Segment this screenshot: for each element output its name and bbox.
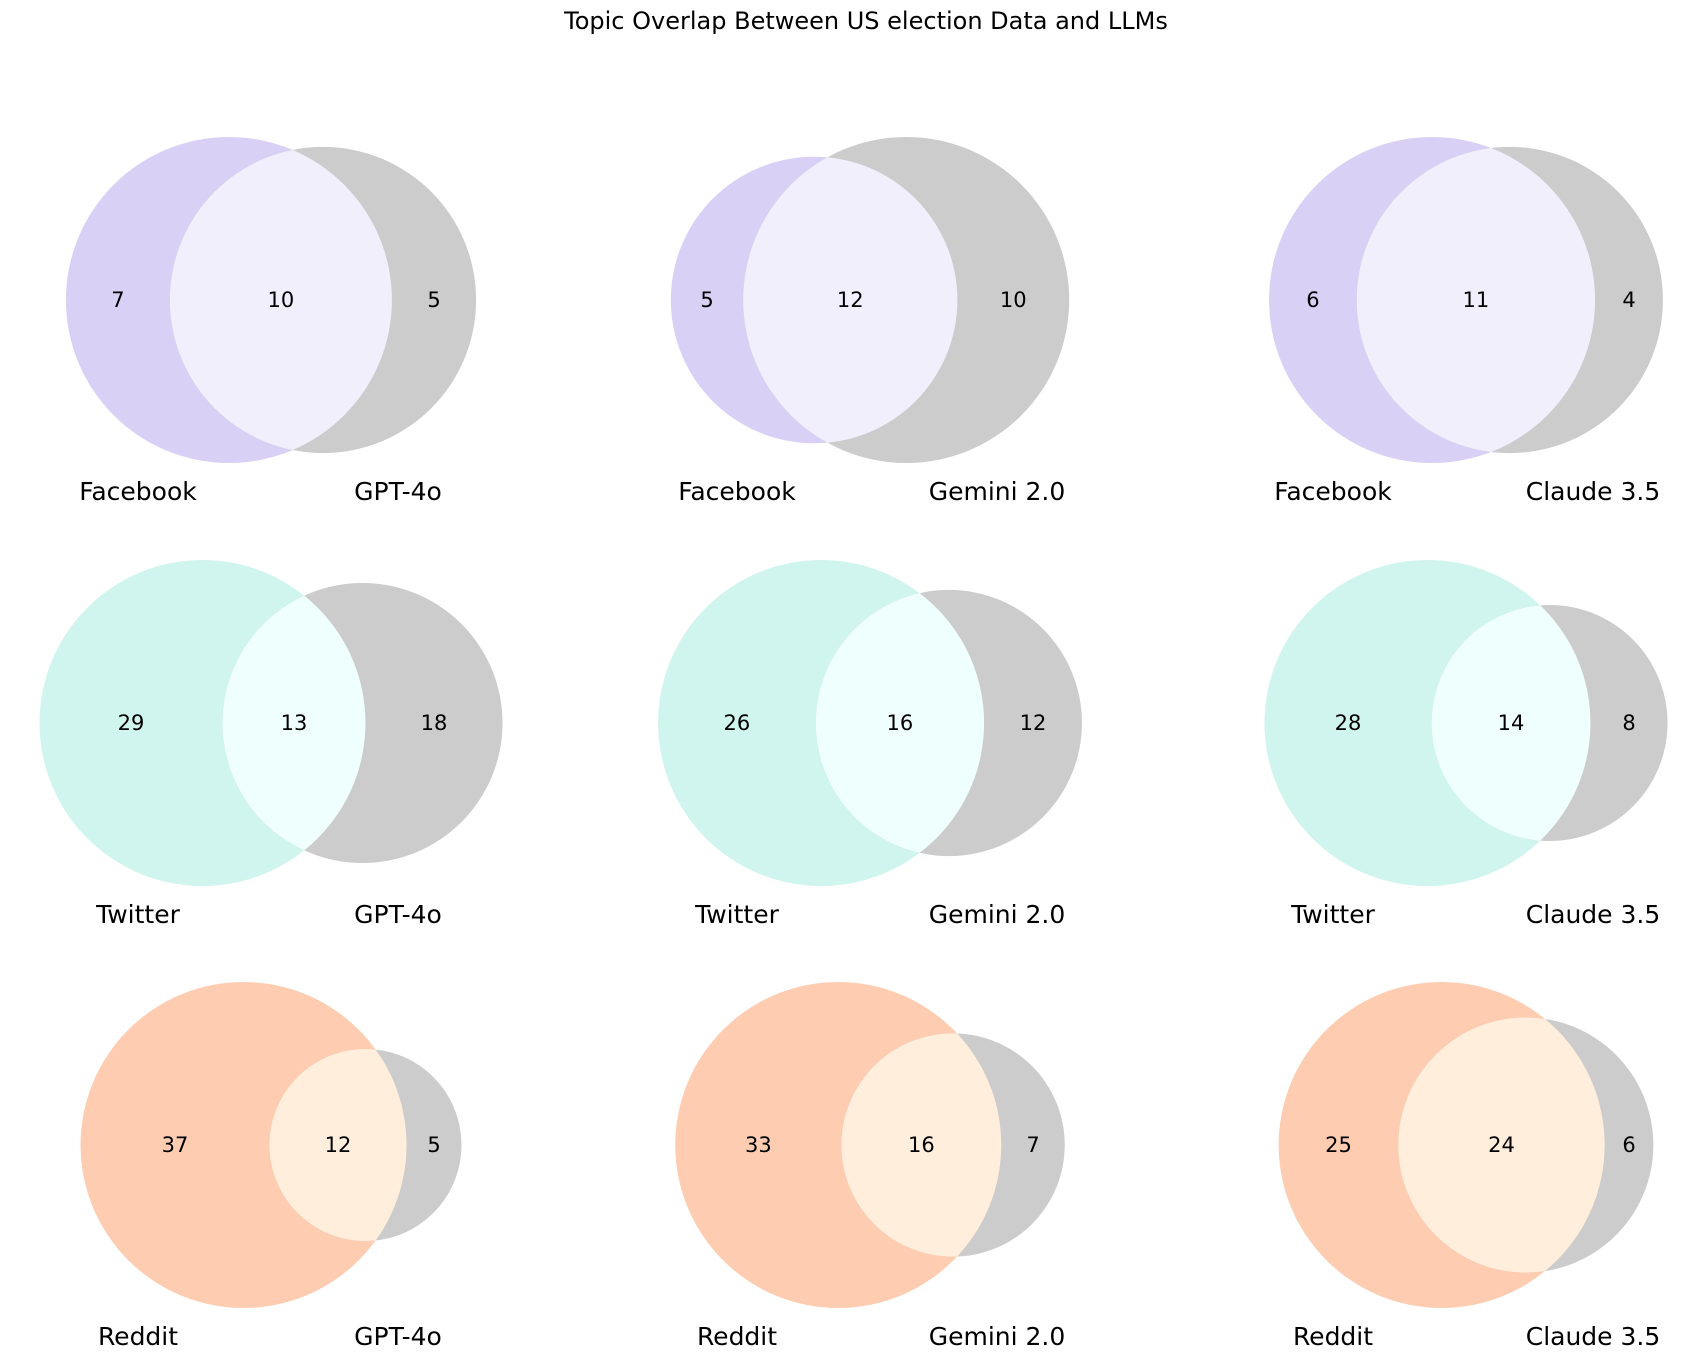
count-source-only: 5 xyxy=(700,288,713,312)
count-overlap: 13 xyxy=(281,711,308,735)
venn-facebook-gemini-2-0: 5 12 10 Facebook Gemini 2.0 xyxy=(670,137,1070,506)
count-overlap: 12 xyxy=(325,1133,352,1157)
set-label-source: Twitter xyxy=(1290,900,1376,929)
venn-twitter-gemini-2-0: 26 16 12 Twitter Gemini 2.0 xyxy=(658,560,1082,929)
set-label-source: Facebook xyxy=(678,477,796,506)
set-label-model: Gemini 2.0 xyxy=(929,477,1066,506)
overlap-region xyxy=(269,1048,407,1242)
overlap-region xyxy=(1398,1017,1605,1273)
set-label-model: GPT-4o xyxy=(354,1322,442,1351)
set-label-source: Reddit xyxy=(697,1322,777,1351)
count-overlap: 16 xyxy=(908,1133,935,1157)
set-label-model: Gemini 2.0 xyxy=(929,1322,1066,1351)
venn-grid: 7 10 5 Facebook GPT-4o 5 12 10 Facebook Gemini 2.… xyxy=(39,137,1668,1351)
venn-reddit-claude-3-5: 25 24 6 Reddit Claude 3.5 xyxy=(1278,982,1661,1351)
overlap-region xyxy=(222,582,366,864)
set-label-model: GPT-4o xyxy=(354,477,442,506)
set-label-model: Gemini 2.0 xyxy=(929,900,1066,929)
set-label-source: Facebook xyxy=(1274,477,1392,506)
count-model-only: 8 xyxy=(1622,711,1635,735)
count-overlap: 14 xyxy=(1498,711,1525,735)
count-model-only: 5 xyxy=(427,288,440,312)
overlap-region xyxy=(1431,605,1591,841)
count-overlap: 10 xyxy=(268,288,295,312)
set-label-source: Facebook xyxy=(79,477,197,506)
count-source-only: 29 xyxy=(118,711,145,735)
set-label-model: Claude 3.5 xyxy=(1526,900,1661,929)
overlap-region xyxy=(743,156,958,444)
count-source-only: 25 xyxy=(1325,1133,1352,1157)
set-label-source: Twitter xyxy=(694,900,780,929)
set-label-model: GPT-4o xyxy=(354,900,442,929)
count-model-only: 4 xyxy=(1622,288,1635,312)
venn-reddit-gemini-2-0: 33 16 7 Reddit Gemini 2.0 xyxy=(675,982,1065,1351)
count-source-only: 26 xyxy=(724,711,751,735)
count-source-only: 6 xyxy=(1306,288,1319,312)
count-overlap: 16 xyxy=(887,711,914,735)
count-model-only: 10 xyxy=(1000,288,1027,312)
set-label-model: Claude 3.5 xyxy=(1526,1322,1661,1351)
chart-title: Topic Overlap Between US election Data a… xyxy=(563,7,1168,35)
overlap-region xyxy=(169,146,392,454)
venn-twitter-gpt-4o: 29 13 18 Twitter GPT-4o xyxy=(39,560,503,929)
count-source-only: 33 xyxy=(745,1133,772,1157)
count-overlap: 24 xyxy=(1488,1133,1515,1157)
count-source-only: 7 xyxy=(111,288,124,312)
count-source-only: 28 xyxy=(1335,711,1362,735)
venn-reddit-gpt-4o: 37 12 5 Reddit GPT-4o xyxy=(80,982,462,1351)
venn-twitter-claude-3-5: 28 14 8 Twitter Claude 3.5 xyxy=(1264,560,1668,929)
set-label-source: Reddit xyxy=(1293,1322,1373,1351)
count-overlap: 11 xyxy=(1463,288,1490,312)
set-label-source: Reddit xyxy=(98,1322,178,1351)
count-model-only: 18 xyxy=(421,711,448,735)
count-model-only: 7 xyxy=(1026,1133,1039,1157)
set-label-model: Claude 3.5 xyxy=(1526,477,1661,506)
count-model-only: 12 xyxy=(1020,711,1047,735)
count-model-only: 6 xyxy=(1622,1133,1635,1157)
set-label-source: Twitter xyxy=(95,900,181,929)
count-source-only: 37 xyxy=(162,1133,189,1157)
venn-facebook-claude-3-5: 6 11 4 Facebook Claude 3.5 xyxy=(1269,137,1663,506)
count-overlap: 12 xyxy=(837,288,864,312)
count-model-only: 5 xyxy=(427,1133,440,1157)
overlap-region xyxy=(815,589,985,857)
venn-facebook-gpt-4o: 7 10 5 Facebook GPT-4o xyxy=(65,137,477,506)
overlap-region xyxy=(841,1033,1002,1257)
